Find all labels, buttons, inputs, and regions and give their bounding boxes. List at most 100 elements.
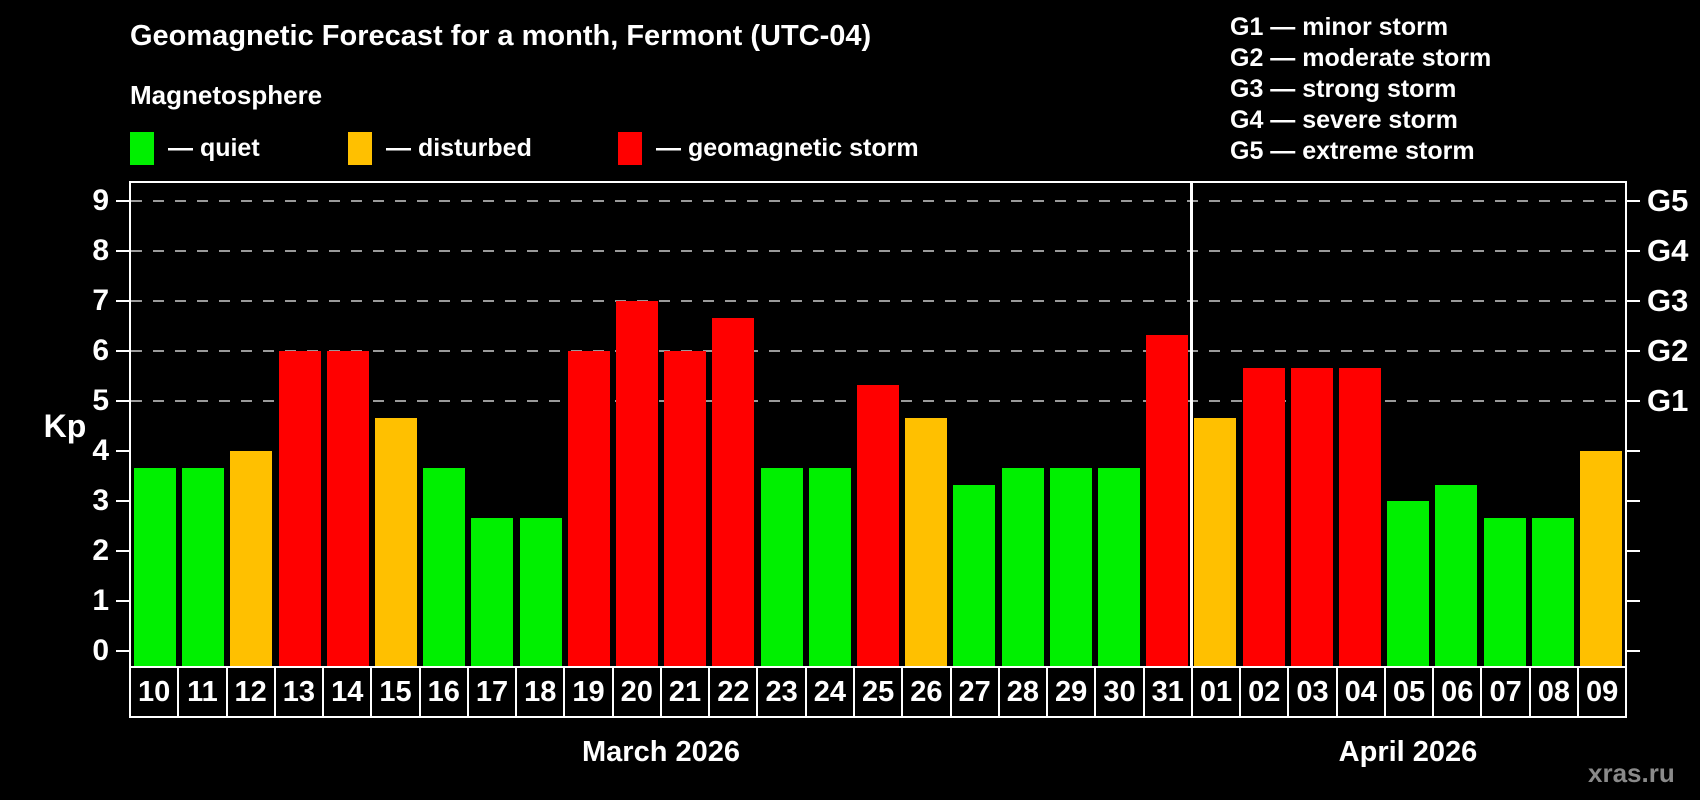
date-cell-apr-04: 04 (1335, 668, 1384, 716)
right-tick-kp-8 (1627, 250, 1640, 252)
date-cell-mar-27: 27 (949, 668, 998, 716)
left-tick-kp-0 (116, 650, 129, 652)
kp-bar-mar-14 (326, 351, 369, 666)
left-tick-label-8: 8 (92, 234, 109, 267)
kp-bar-mar-30 (1097, 467, 1140, 666)
right-tick-kp-3 (1627, 500, 1640, 502)
left-tick-label-6: 6 (92, 334, 109, 367)
kp-bar-mar-20 (616, 301, 659, 666)
right-tick-kp-0 (1627, 650, 1640, 652)
date-cell-apr-05: 05 (1383, 668, 1432, 716)
kp-bar-mar-13 (278, 351, 321, 666)
month-separator-line (1189, 183, 1193, 666)
kp-bar-apr-01 (1194, 417, 1237, 666)
kp-bar-mar-12 (230, 451, 273, 666)
kp-bar-mar-29 (1049, 467, 1092, 666)
date-cell-mar-15: 15 (370, 668, 418, 716)
left-tick-kp-2 (116, 550, 129, 552)
legend-item-storm: — geomagnetic storm (618, 130, 919, 166)
kp-bar-mar-25 (857, 384, 899, 666)
right-tick-kp-5 (1627, 400, 1640, 402)
date-cell-mar-18: 18 (515, 668, 563, 716)
g-level-label-g2: G2 (1647, 333, 1689, 368)
g-legend-line-g1: G1 — minor storm (1230, 13, 1449, 41)
date-cell-mar-10: 10 (138, 675, 171, 708)
legend-item-quiet: — quiet (130, 130, 260, 166)
y-axis-title: Kp (43, 408, 87, 444)
left-tick-label-1: 1 (92, 584, 109, 617)
left-tick-label-5: 5 (92, 384, 109, 417)
date-cell-mar-28: 28 (997, 668, 1046, 716)
g-scale-legend: G1 — minor storm G2 — moderate storm G3 — … (1230, 12, 1491, 167)
right-tick-kp-6 (1627, 350, 1640, 352)
date-cell-mar-23: 23 (756, 668, 804, 716)
kp-bar-apr-05 (1387, 501, 1430, 666)
date-cell-apr-01: 01 (1190, 668, 1239, 716)
gridline-kp-9 (131, 200, 1625, 202)
kp-bar-mar-27 (953, 484, 996, 666)
date-cell-mar-14: 14 (322, 668, 370, 716)
kp-bar-apr-07 (1483, 517, 1526, 666)
month-label-april: April 2026 (1338, 736, 1478, 768)
kp-bar-mar-21 (664, 351, 707, 666)
left-tick-label-2: 2 (92, 534, 109, 567)
kp-bar-mar-28 (1001, 467, 1044, 666)
chart-title: Geomagnetic Forecast for a month, Fermon… (130, 20, 872, 52)
date-cell-mar-17: 17 (466, 668, 515, 716)
kp-bar-mar-31 (1146, 334, 1189, 666)
g-level-label-g1: G1 (1647, 383, 1689, 418)
date-cell-mar-16: 16 (418, 668, 467, 716)
kp-bar-apr-04 (1338, 367, 1381, 666)
date-cell-mar-21: 21 (659, 668, 708, 716)
right-tick-kp-7 (1627, 300, 1640, 302)
kp-bar-mar-26 (905, 417, 948, 666)
date-cell-apr-02: 02 (1239, 668, 1287, 716)
date-cell-mar-29: 29 (1046, 668, 1094, 716)
kp-bar-mar-19 (567, 351, 610, 666)
date-cell-apr-07: 07 (1480, 668, 1528, 716)
g-legend-line-g3: G3 — strong storm (1230, 75, 1457, 103)
gridline-kp-6 (131, 350, 1625, 352)
left-tick-kp-8 (116, 250, 129, 252)
left-tick-label-4: 4 (92, 434, 109, 467)
legend-label-storm: — geomagnetic storm (656, 133, 919, 162)
legend-item-disturbed: — disturbed (348, 130, 532, 166)
left-tick-label-0: 0 (92, 634, 109, 667)
kp-bar-apr-09 (1579, 451, 1622, 666)
chart-subtitle: Magnetosphere (130, 80, 323, 110)
date-cell-mar-22: 22 (708, 668, 756, 716)
date-cell-mar-12: 12 (225, 668, 274, 716)
kp-bar-apr-02 (1242, 367, 1285, 666)
right-tick-kp-1 (1627, 600, 1640, 602)
date-cell-apr-08: 08 (1528, 668, 1577, 716)
left-tick-kp-1 (116, 600, 129, 602)
left-tick-kp-7 (116, 300, 129, 302)
kp-bar-apr-06 (1435, 484, 1478, 666)
g-legend-line-g2: G2 — moderate storm (1230, 44, 1492, 72)
legend-swatch-storm (618, 131, 642, 165)
date-cell-mar-31: 31 (1142, 668, 1191, 716)
kp-bar-mar-22 (712, 317, 755, 666)
kp-bar-mar-15 (375, 417, 418, 666)
left-tick-label-3: 3 (92, 484, 109, 517)
kp-bar-mar-10 (134, 467, 177, 666)
left-tick-kp-3 (116, 500, 129, 502)
g-legend-line-g4: G4 — severe storm (1230, 106, 1458, 134)
kp-bar-apr-03 (1290, 367, 1333, 666)
left-tick-kp-5 (116, 400, 129, 402)
left-tick-label-9: 9 (92, 183, 109, 217)
left-tick-kp-9 (116, 200, 129, 202)
gridline-kp-7 (131, 300, 1625, 302)
kp-bar-mar-11 (182, 467, 225, 666)
right-tick-kp-9 (1627, 200, 1640, 202)
date-cell-apr-09: 09 (1576, 668, 1625, 716)
legend-swatch-quiet (130, 131, 154, 165)
kp-bar-mar-16 (423, 467, 466, 666)
gridline-kp-8 (131, 250, 1625, 252)
right-tick-kp-4 (1627, 450, 1640, 452)
kp-bar-mar-24 (808, 467, 851, 666)
month-label-march: March 2026 (582, 736, 740, 768)
date-cell-mar-26: 26 (901, 668, 949, 716)
left-tick-label-7: 7 (92, 284, 109, 317)
date-cell-mar-24: 24 (804, 668, 853, 716)
